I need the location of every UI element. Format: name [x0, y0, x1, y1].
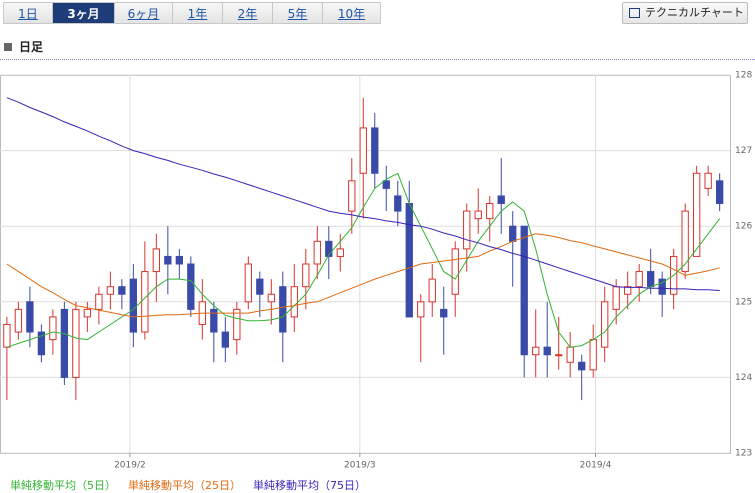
y-tick-label: 126	[735, 222, 752, 232]
candle-body	[106, 286, 115, 295]
y-tick-label: 127	[735, 146, 752, 156]
candle-body	[256, 278, 264, 295]
candle-body	[26, 301, 34, 333]
candle-body	[210, 308, 218, 333]
candle-body	[244, 263, 252, 303]
candle-body	[348, 180, 356, 212]
candle-body	[543, 346, 551, 356]
candle-body	[566, 346, 574, 363]
candle-body	[37, 331, 46, 356]
candle-body	[371, 127, 379, 174]
candle-body	[451, 248, 459, 295]
y-tick-label: 123	[735, 449, 752, 459]
candle-body	[175, 255, 184, 265]
candle-body	[221, 331, 229, 348]
candle-body	[509, 225, 517, 242]
candle-body	[589, 339, 597, 371]
candle-body	[704, 172, 712, 189]
button-label: テクニカルチャート	[645, 6, 744, 19]
candle-body	[440, 308, 448, 318]
candle-body	[313, 240, 321, 265]
candle-body	[290, 286, 298, 318]
candle-body	[129, 278, 138, 333]
moving-average-line	[6, 233, 720, 318]
candle-body	[141, 271, 149, 333]
candle-body	[715, 180, 724, 205]
legend: 単純移動平均（5日） 単純移動平均（25日） 単純移動平均（75日）	[10, 477, 366, 493]
x-tick-label: 2019/2	[114, 461, 146, 471]
period-tab[interactable]: 2年	[223, 2, 273, 24]
candle-body	[60, 308, 69, 378]
candle-body	[336, 248, 344, 257]
moving-average-line	[6, 172, 721, 348]
legend-entry: 単純移動平均（75日）	[253, 479, 366, 492]
candle-body	[624, 286, 632, 295]
candle-body	[3, 323, 11, 348]
candle-body	[325, 240, 333, 257]
period-tabs: 1日 3ヶ月 6ヶ月 1年 2年 5年 10年	[3, 2, 381, 24]
candle-body	[14, 308, 23, 333]
period-tab[interactable]: 10年	[323, 2, 381, 24]
candle-body	[405, 203, 413, 318]
candle-body	[49, 316, 57, 341]
candle-body	[612, 286, 620, 310]
legend-entry: 単純移動平均（5日）	[10, 479, 116, 492]
candle-body	[83, 308, 92, 318]
candle-body	[463, 210, 471, 250]
period-tab[interactable]: 6ヶ月	[115, 2, 173, 24]
candle-body	[486, 203, 494, 220]
candle-body	[72, 308, 80, 378]
candle-body	[658, 278, 666, 295]
candle-body	[164, 255, 172, 265]
candle-body	[394, 195, 402, 212]
divider	[0, 59, 755, 60]
candle-body	[279, 286, 287, 333]
candle-body	[474, 210, 482, 220]
period-tab[interactable]: 5年	[273, 2, 323, 24]
x-tick-label: 2019/3	[344, 461, 376, 471]
candle-body	[95, 293, 103, 310]
candle-body	[382, 180, 390, 189]
candle-body	[647, 271, 655, 288]
candle-body	[359, 127, 367, 174]
candle-body	[118, 286, 126, 295]
y-tick-label: 124	[735, 373, 752, 383]
technical-chart-button[interactable]: テクニカルチャート	[622, 2, 748, 24]
period-tab[interactable]: 1年	[173, 2, 223, 24]
candle-body	[187, 263, 195, 310]
candle-body	[417, 301, 425, 318]
period-tab[interactable]: 1日	[3, 2, 53, 24]
candle-body	[693, 172, 701, 257]
x-tick-label: 2019/4	[580, 461, 612, 471]
candle-body	[635, 271, 643, 288]
section-header: 日足	[4, 38, 43, 55]
period-tab[interactable]: 3ヶ月	[53, 2, 115, 24]
candle-body	[601, 301, 609, 348]
candle-body	[152, 248, 161, 273]
legend-entry: 単純移動平均（25日）	[128, 479, 241, 492]
candle-body	[532, 346, 540, 356]
candle-body	[681, 210, 689, 273]
candle-body	[267, 293, 275, 303]
section-title: 日足	[19, 40, 44, 54]
candle-body	[497, 195, 505, 205]
candle-body	[520, 225, 528, 356]
moving-average-line	[6, 97, 720, 291]
y-tick-label: 128	[735, 71, 752, 81]
y-tick-label: 125	[735, 297, 752, 307]
candle-body	[578, 361, 586, 371]
candle-body	[233, 308, 241, 341]
candle-body	[428, 278, 436, 303]
candle-body	[302, 263, 310, 288]
candle-body	[555, 354, 563, 357]
